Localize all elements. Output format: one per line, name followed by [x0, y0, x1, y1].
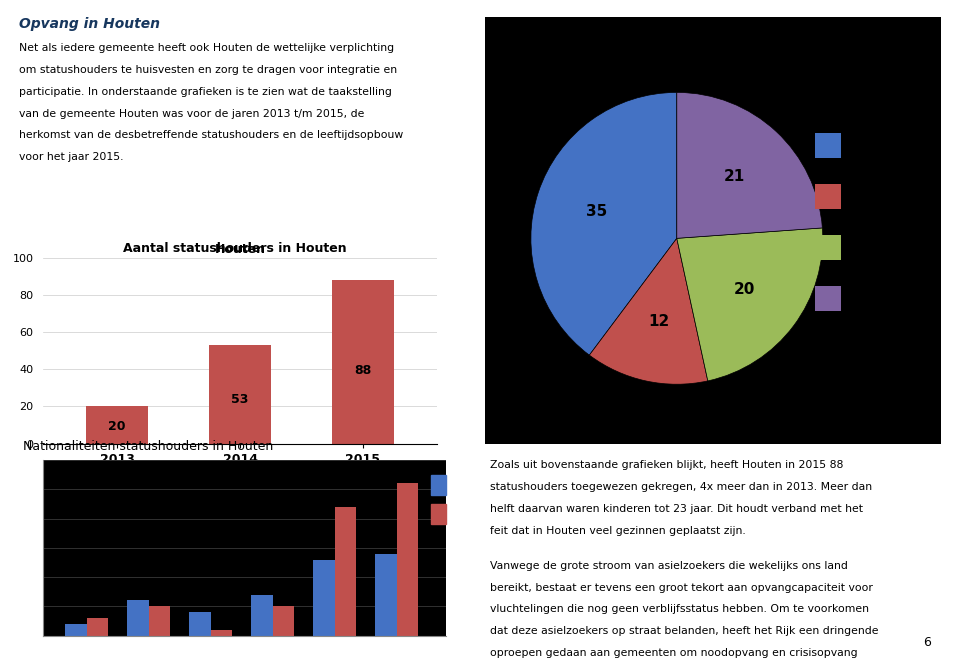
Text: 6: 6 [924, 636, 931, 649]
Bar [210, 630, 232, 636]
Text: 20: 20 [733, 281, 756, 297]
Text: 21: 21 [724, 169, 745, 184]
Text: feit dat in Houten veel gezinnen geplaatst zijn.: feit dat in Houten veel gezinnen geplaat… [490, 526, 745, 536]
Bar [273, 606, 295, 636]
Text: 35: 35 [586, 204, 607, 219]
Bar [86, 406, 148, 444]
Text: Net als iedere gemeente heeft ook Houten de wettelijke verplichting: Net als iedere gemeente heeft ook Houten… [19, 43, 395, 53]
Bar [332, 281, 394, 444]
Bar [431, 475, 446, 495]
Bar [431, 504, 446, 524]
Bar [815, 183, 841, 209]
Bar [815, 132, 841, 158]
Wedge shape [589, 238, 708, 384]
Bar [313, 559, 335, 636]
Text: om statushouders te huisvesten en zorg te dragen voor integratie en: om statushouders te huisvesten en zorg t… [19, 65, 397, 75]
Bar [189, 612, 210, 636]
Bar [375, 553, 396, 636]
Text: van de gemeente Houten was voor de jaren 2013 t/m 2015, de: van de gemeente Houten was voor de jaren… [19, 109, 365, 118]
Wedge shape [531, 93, 677, 355]
Text: statushouders toegewezen gekregen, 4x meer dan in 2013. Meer dan: statushouders toegewezen gekregen, 4x me… [490, 482, 872, 492]
Bar [65, 624, 86, 636]
Bar [209, 346, 271, 444]
Wedge shape [677, 93, 823, 238]
Text: Zoals uit bovenstaande grafieken blijkt, heeft Houten in 2015 88: Zoals uit bovenstaande grafieken blijkt,… [490, 460, 843, 470]
Text: 53: 53 [231, 393, 249, 406]
Text: voor het jaar 2015.: voor het jaar 2015. [19, 152, 124, 162]
Text: helft daarvan waren kinderen tot 23 jaar. Dit houdt verband met het: helft daarvan waren kinderen tot 23 jaar… [490, 504, 863, 514]
Text: Aantal statushouders in Houten: Aantal statushouders in Houten [124, 242, 347, 255]
Wedge shape [677, 228, 823, 381]
Bar [86, 618, 108, 636]
Bar [815, 286, 841, 311]
Text: Vanwege de grote stroom van asielzoekers die wekelijks ons land: Vanwege de grote stroom van asielzoekers… [490, 561, 848, 571]
Bar [815, 234, 841, 260]
Text: vluchtelingen die nog geen verblijfsstatus hebben. Om te voorkomen: vluchtelingen die nog geen verblijfsstat… [490, 604, 869, 614]
Text: 20: 20 [108, 420, 126, 434]
Bar [149, 606, 170, 636]
Bar [127, 600, 149, 636]
Text: oproepen gedaan aan gemeenten om noodopvang en crisisopvang: oproepen gedaan aan gemeenten om noodopv… [490, 648, 857, 658]
Title: Houten: Houten [214, 243, 266, 256]
Bar [251, 594, 273, 636]
Text: participatie. In onderstaande grafieken is te zien wat de taakstelling: participatie. In onderstaande grafieken … [19, 87, 392, 97]
Text: bereikt, bestaat er tevens een groot tekort aan opvangcapaciteit voor: bereikt, bestaat er tevens een groot tek… [490, 583, 873, 592]
Text: 88: 88 [354, 363, 372, 377]
Bar [396, 483, 419, 636]
Text: dat deze asielzoekers op straat belanden, heeft het Rijk een dringende: dat deze asielzoekers op straat belanden… [490, 626, 878, 636]
Text: 12: 12 [648, 314, 669, 328]
Bar [335, 507, 356, 636]
Text: Nationaliteiten statushouders in Houten: Nationaliteiten statushouders in Houten [23, 440, 274, 453]
Text: herkomst van de desbetreffende statushouders en de leeftijdsopbouw: herkomst van de desbetreffende statushou… [19, 130, 403, 140]
Text: Opvang in Houten: Opvang in Houten [19, 17, 160, 30]
